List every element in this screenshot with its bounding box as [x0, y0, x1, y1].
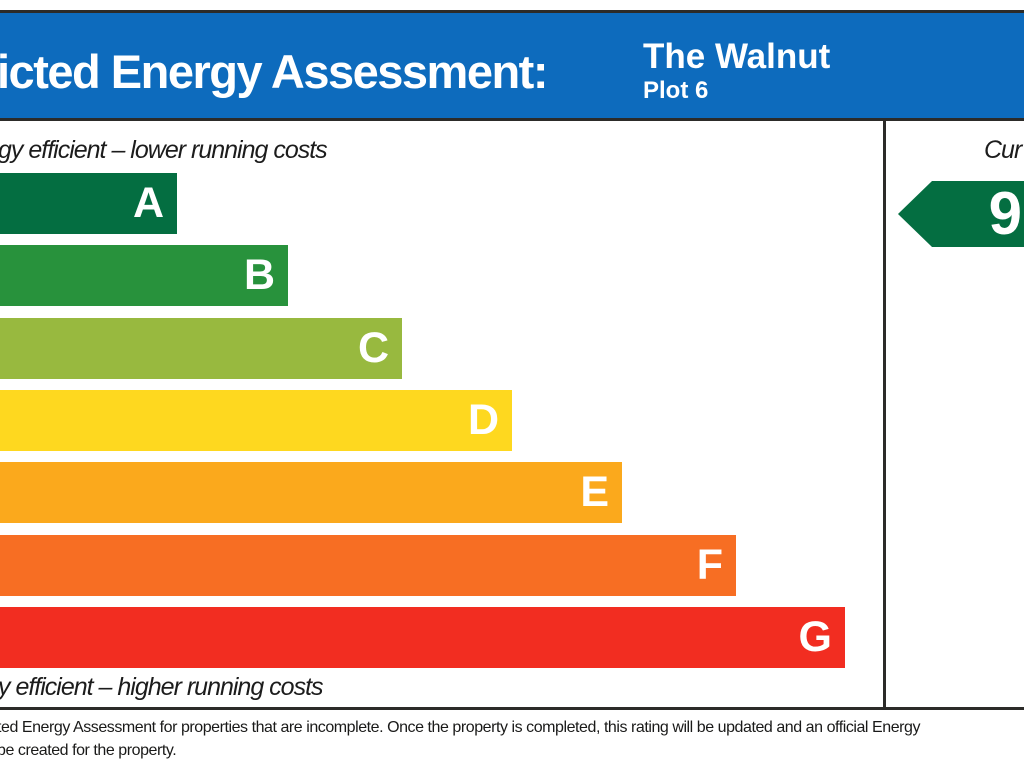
current-column-header: Cur [984, 136, 1022, 164]
epc-band-bar-C: C [0, 318, 402, 379]
epc-band-bar-E: E [0, 462, 622, 523]
chart-bottom-border [0, 707, 1024, 710]
epc-band-bar-G: G [0, 607, 845, 668]
page-title: icted Energy Assessment: [0, 45, 549, 98]
disclaimer-line-2: be created for the property. [0, 742, 177, 759]
header-banner [0, 13, 1024, 118]
epc-band-bar-B: B [0, 245, 288, 306]
current-rating-arrow: 9 [898, 181, 1024, 247]
disclaimer-line-1: ted Energy Assessment for properties tha… [0, 719, 921, 736]
epc-band-letter: B [243, 251, 275, 299]
efficient-lower-costs-label: gy efficient – lower running costs [0, 136, 328, 164]
epc-band-letter: E [580, 468, 609, 516]
epc-band-bar-A: A [0, 173, 177, 234]
property-name: The Walnut [643, 37, 831, 76]
epc-band-letter: C [357, 324, 389, 372]
epc-band-letter: D [467, 396, 499, 444]
epc-band-bar-D: D [0, 390, 512, 451]
epc-band-letter: A [132, 179, 164, 227]
epc-band-letter: G [798, 613, 832, 661]
efficient-higher-costs-label: y efficient – higher running costs [0, 673, 324, 701]
header-top-border [0, 10, 1024, 13]
epc-band-bar-F: F [0, 535, 736, 596]
header-bottom-border [0, 118, 1024, 121]
epc-band-letter: F [696, 541, 723, 589]
current-rating-value: 9 [988, 180, 1022, 247]
plot-number: Plot 6 [643, 77, 709, 104]
current-column-divider [883, 121, 886, 707]
